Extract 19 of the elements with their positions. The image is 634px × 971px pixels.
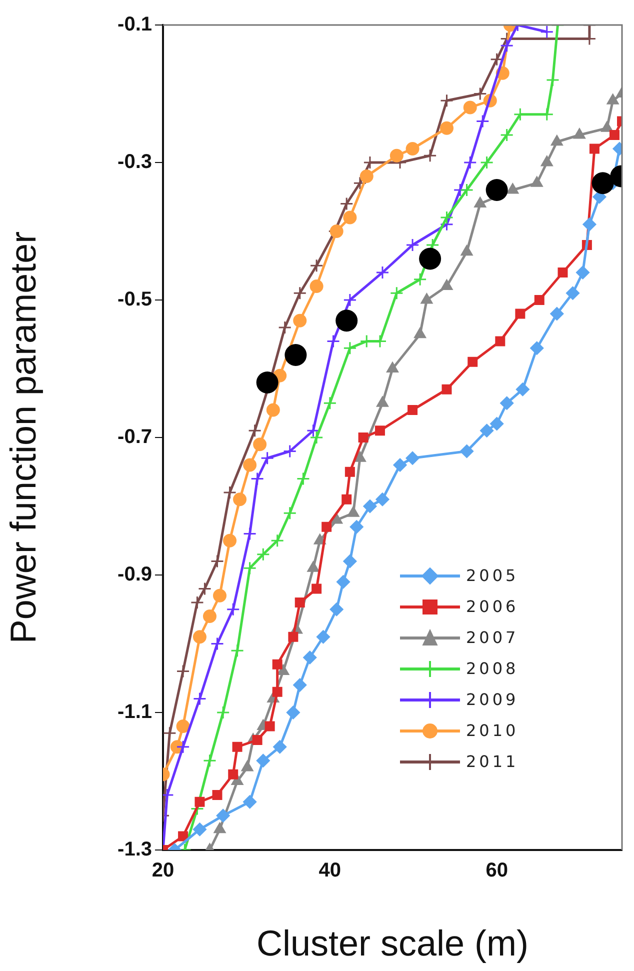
- legend-label: 2006: [466, 597, 519, 616]
- legend-label: 2008: [466, 659, 519, 678]
- legend-label: 2010: [466, 721, 519, 740]
- y-tick-label: -0.3: [118, 151, 152, 174]
- y-tick-label: -0.9: [118, 564, 152, 586]
- legend-label: 2005: [466, 566, 519, 585]
- legend-label: 2009: [466, 690, 519, 709]
- x-tick-label: 40: [318, 860, 342, 882]
- y-tick-label: -0.5: [118, 288, 152, 311]
- x-tick-label: 60: [486, 860, 508, 882]
- y-tick-label: -1.3: [118, 838, 152, 861]
- y-tick-label: -1.1: [118, 701, 152, 724]
- legend-label: 2007: [466, 628, 519, 647]
- y-tick-label: -0.1: [118, 14, 152, 36]
- y-axis-title: Power function parameter: [2, 231, 44, 644]
- y-tick-label: -0.7: [118, 426, 152, 448]
- x-axis-title: Cluster scale (m): [256, 922, 529, 964]
- x-tick-label: 20: [152, 860, 174, 882]
- legend-label: 2011: [466, 752, 519, 771]
